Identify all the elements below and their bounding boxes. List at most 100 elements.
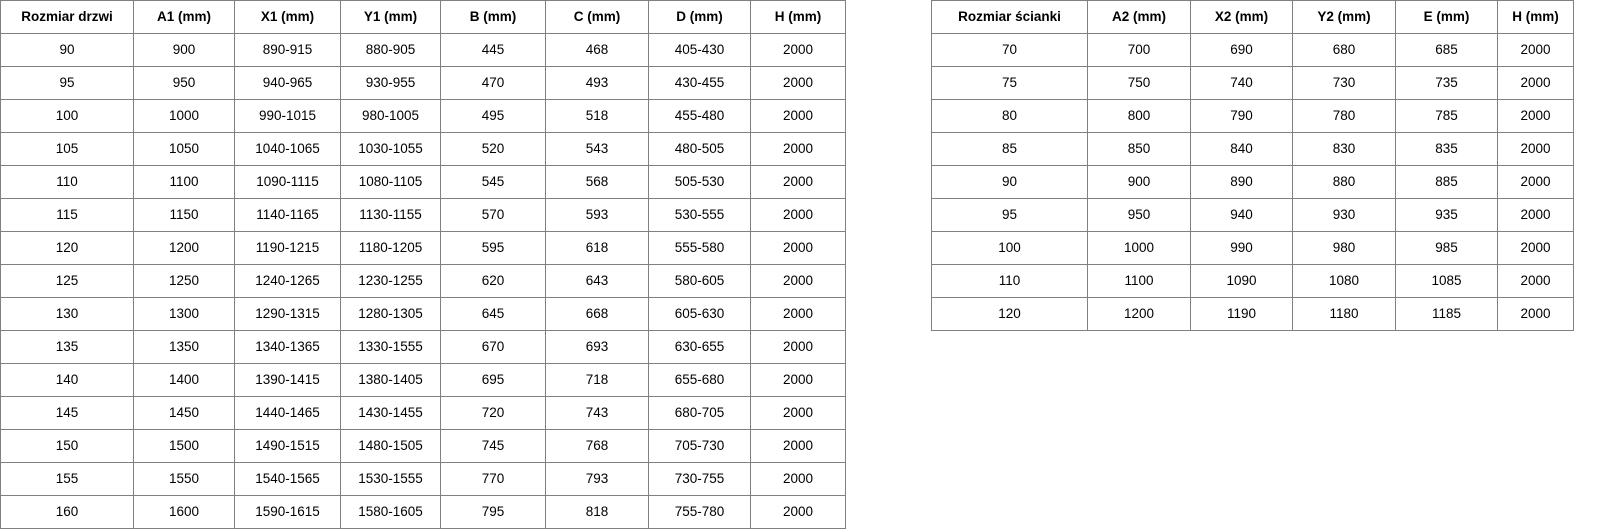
table-header-row: Rozmiar ścianki A2 (mm) X2 (mm) Y2 (mm) E (m… bbox=[931, 0, 1574, 34]
table-cell: 555-580 bbox=[648, 231, 751, 265]
table-cell: 980 bbox=[1292, 231, 1396, 265]
column-header: D (mm) bbox=[648, 0, 751, 34]
column-header: X1 (mm) bbox=[234, 0, 341, 34]
table-row: 95 950 940 930 935 2000 bbox=[931, 198, 1574, 232]
table-cell: 2000 bbox=[750, 66, 846, 100]
column-header: Y2 (mm) bbox=[1292, 0, 1396, 34]
walls-table-container: Rozmiar ścianki A2 (mm) X2 (mm) Y2 (mm) E (m… bbox=[931, 0, 1574, 331]
table-cell: 2000 bbox=[750, 297, 846, 331]
table-cell: 105 bbox=[0, 132, 134, 166]
table-cell: 545 bbox=[440, 165, 546, 199]
table-cell: 580-605 bbox=[648, 264, 751, 298]
table-cell: 1200 bbox=[1087, 297, 1191, 331]
table-cell: 493 bbox=[545, 66, 649, 100]
table-cell: 518 bbox=[545, 99, 649, 133]
table-cell: 110 bbox=[931, 264, 1088, 298]
table-cell: 90 bbox=[931, 165, 1088, 199]
table-cell: 795 bbox=[440, 495, 546, 529]
table-cell: 1350 bbox=[133, 330, 235, 364]
table-cell: 2000 bbox=[750, 231, 846, 265]
table-row: 145 1450 1440-1465 1430-1455 720 743 680-705 20… bbox=[0, 396, 846, 430]
table-cell: 1080-1105 bbox=[340, 165, 441, 199]
table-cell: 1340-1365 bbox=[234, 330, 341, 364]
table-cell: 680-705 bbox=[648, 396, 751, 430]
table-cell: 130 bbox=[0, 297, 134, 331]
table-cell: 1280-1305 bbox=[340, 297, 441, 331]
table-cell: 1085 bbox=[1395, 264, 1498, 298]
table-cell: 90 bbox=[0, 33, 134, 67]
table-cell: 730 bbox=[1292, 66, 1396, 100]
table-cell: 690 bbox=[1190, 33, 1293, 67]
table-cell: 643 bbox=[545, 264, 649, 298]
table-cell: 100 bbox=[0, 99, 134, 133]
table-cell: 645 bbox=[440, 297, 546, 331]
table-cell: 800 bbox=[1087, 99, 1191, 133]
table-cell: 595 bbox=[440, 231, 546, 265]
table-row: 140 1400 1390-1415 1380-1405 695 718 655-680 20… bbox=[0, 363, 846, 397]
table-cell: 1290-1315 bbox=[234, 297, 341, 331]
table-cell: 2000 bbox=[1497, 264, 1574, 298]
table-cell: 2000 bbox=[750, 33, 846, 67]
table-cell: 120 bbox=[931, 297, 1088, 331]
table-cell: 900 bbox=[133, 33, 235, 67]
table-row: 155 1550 1540-1565 1530-1555 770 793 730-755 20… bbox=[0, 462, 846, 496]
table-cell: 80 bbox=[931, 99, 1088, 133]
table-cell: 1150 bbox=[133, 198, 235, 232]
doors-table-container: Rozmiar drzwi A1 (mm) X1 (mm) Y1 (mm) B (mm)… bbox=[0, 0, 846, 529]
column-header: E (mm) bbox=[1395, 0, 1498, 34]
table-cell: 1190-1215 bbox=[234, 231, 341, 265]
table-cell: 1550 bbox=[133, 462, 235, 496]
table-cell: 935 bbox=[1395, 198, 1498, 232]
table-cell: 1500 bbox=[133, 429, 235, 463]
table-cell: 2000 bbox=[1497, 231, 1574, 265]
table-cell: 160 bbox=[0, 495, 134, 529]
table-cell: 1100 bbox=[1087, 264, 1191, 298]
table-row: 120 1200 1190-1215 1180-1205 595 618 555-580 20… bbox=[0, 231, 846, 265]
table-cell: 1490-1515 bbox=[234, 429, 341, 463]
table-cell: 2000 bbox=[750, 165, 846, 199]
table-cell: 1090-1115 bbox=[234, 165, 341, 199]
table-row: 100 1000 990-1015 980-1005 495 518 455-480 2000 bbox=[0, 99, 846, 133]
table-cell: 2000 bbox=[1497, 99, 1574, 133]
table-cell: 593 bbox=[545, 198, 649, 232]
column-header: A2 (mm) bbox=[1087, 0, 1191, 34]
column-header: C (mm) bbox=[545, 0, 649, 34]
table-row: 125 1250 1240-1265 1230-1255 620 643 580-605 20… bbox=[0, 264, 846, 298]
table-row: 150 1500 1490-1515 1480-1505 745 768 705-730 20… bbox=[0, 429, 846, 463]
table-cell: 1140-1165 bbox=[234, 198, 341, 232]
table-cell: 818 bbox=[545, 495, 649, 529]
table-cell: 2000 bbox=[750, 396, 846, 430]
table-cell: 705-730 bbox=[648, 429, 751, 463]
table-cell: 1530-1555 bbox=[340, 462, 441, 496]
table-cell: 1480-1505 bbox=[340, 429, 441, 463]
table-cell: 2000 bbox=[750, 429, 846, 463]
table-cell: 140 bbox=[0, 363, 134, 397]
table-cell: 980-1005 bbox=[340, 99, 441, 133]
table-cell: 890-915 bbox=[234, 33, 341, 67]
table-header-row: Rozmiar drzwi A1 (mm) X1 (mm) Y1 (mm) B (mm)… bbox=[0, 0, 846, 34]
table-cell: 1000 bbox=[1087, 231, 1191, 265]
table-cell: 2000 bbox=[750, 363, 846, 397]
table-cell: 430-455 bbox=[648, 66, 751, 100]
table-cell: 745 bbox=[440, 429, 546, 463]
table-cell: 480-505 bbox=[648, 132, 751, 166]
table-cell: 1380-1405 bbox=[340, 363, 441, 397]
table-cell: 1540-1565 bbox=[234, 462, 341, 496]
table-cell: 1400 bbox=[133, 363, 235, 397]
table-cell: 1180-1205 bbox=[340, 231, 441, 265]
table-cell: 2000 bbox=[1497, 297, 1574, 331]
column-header: H (mm) bbox=[1497, 0, 1574, 34]
table-cell: 885 bbox=[1395, 165, 1498, 199]
column-header: Rozmiar ścianki bbox=[931, 0, 1088, 34]
table-cell: 685 bbox=[1395, 33, 1498, 67]
table-cell: 1330-1555 bbox=[340, 330, 441, 364]
table-cell: 95 bbox=[0, 66, 134, 100]
column-header: Y1 (mm) bbox=[340, 0, 441, 34]
table-row: 85 850 840 830 835 2000 bbox=[931, 132, 1574, 166]
table-cell: 520 bbox=[440, 132, 546, 166]
table-row: 75 750 740 730 735 2000 bbox=[931, 66, 1574, 100]
table-cell: 668 bbox=[545, 297, 649, 331]
table-cell: 70 bbox=[931, 33, 1088, 67]
table-cell: 1050 bbox=[133, 132, 235, 166]
table-cell: 568 bbox=[545, 165, 649, 199]
